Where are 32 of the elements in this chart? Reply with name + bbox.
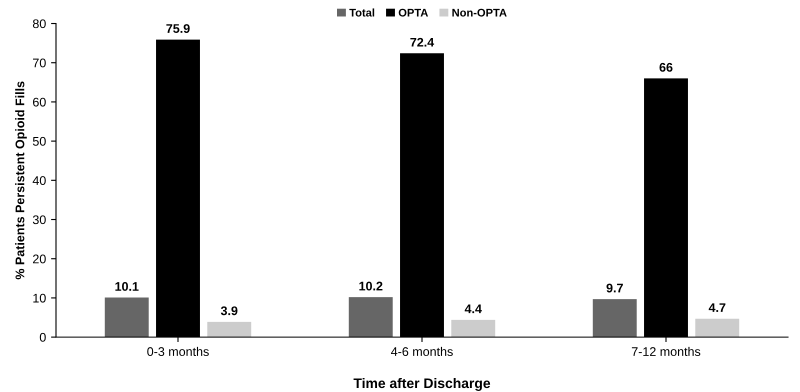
- data-label: 4.7: [708, 303, 726, 312]
- x-tick-label: 4-6 months: [391, 346, 453, 356]
- x-axis-title: Time after Discharge: [354, 378, 490, 391]
- y-tick-label: 70: [33, 58, 46, 68]
- data-label: 10.1: [115, 282, 139, 291]
- bar: [695, 318, 740, 338]
- data-label: 72.4: [410, 38, 434, 47]
- y-tick-label: 10: [33, 294, 46, 303]
- bar: [592, 299, 637, 338]
- y-tick-label: 60: [33, 98, 46, 107]
- x-tick-label: 7-12 months: [632, 346, 700, 356]
- bar: [348, 297, 393, 338]
- data-label: 4.4: [464, 304, 482, 314]
- y-tick-label: 80: [32, 19, 46, 28]
- bar: [104, 298, 149, 338]
- bar: [451, 320, 496, 338]
- y-tick-label: 0: [40, 332, 46, 342]
- data-label: 9.7: [606, 284, 623, 292]
- data-label: 3.9: [220, 306, 238, 316]
- y-tick-label: 20: [33, 254, 46, 264]
- x-tick-label: 0-3 months: [147, 346, 209, 356]
- legend-label: Non-OPTA: [452, 8, 507, 17]
- y-tick-label: 30: [32, 215, 46, 224]
- data-label: 10.2: [359, 282, 382, 290]
- y-tick-label: 50: [32, 136, 46, 146]
- legend-label: OPTA: [398, 8, 428, 17]
- y-axis-title: % Patients Persistent Opioid Fills: [15, 81, 27, 280]
- y-tick-label: 40: [32, 176, 46, 185]
- data-label: 75.9: [166, 24, 190, 33]
- legend-label: Total: [349, 8, 374, 17]
- data-label: 66: [660, 62, 672, 72]
- bar: [207, 322, 252, 338]
